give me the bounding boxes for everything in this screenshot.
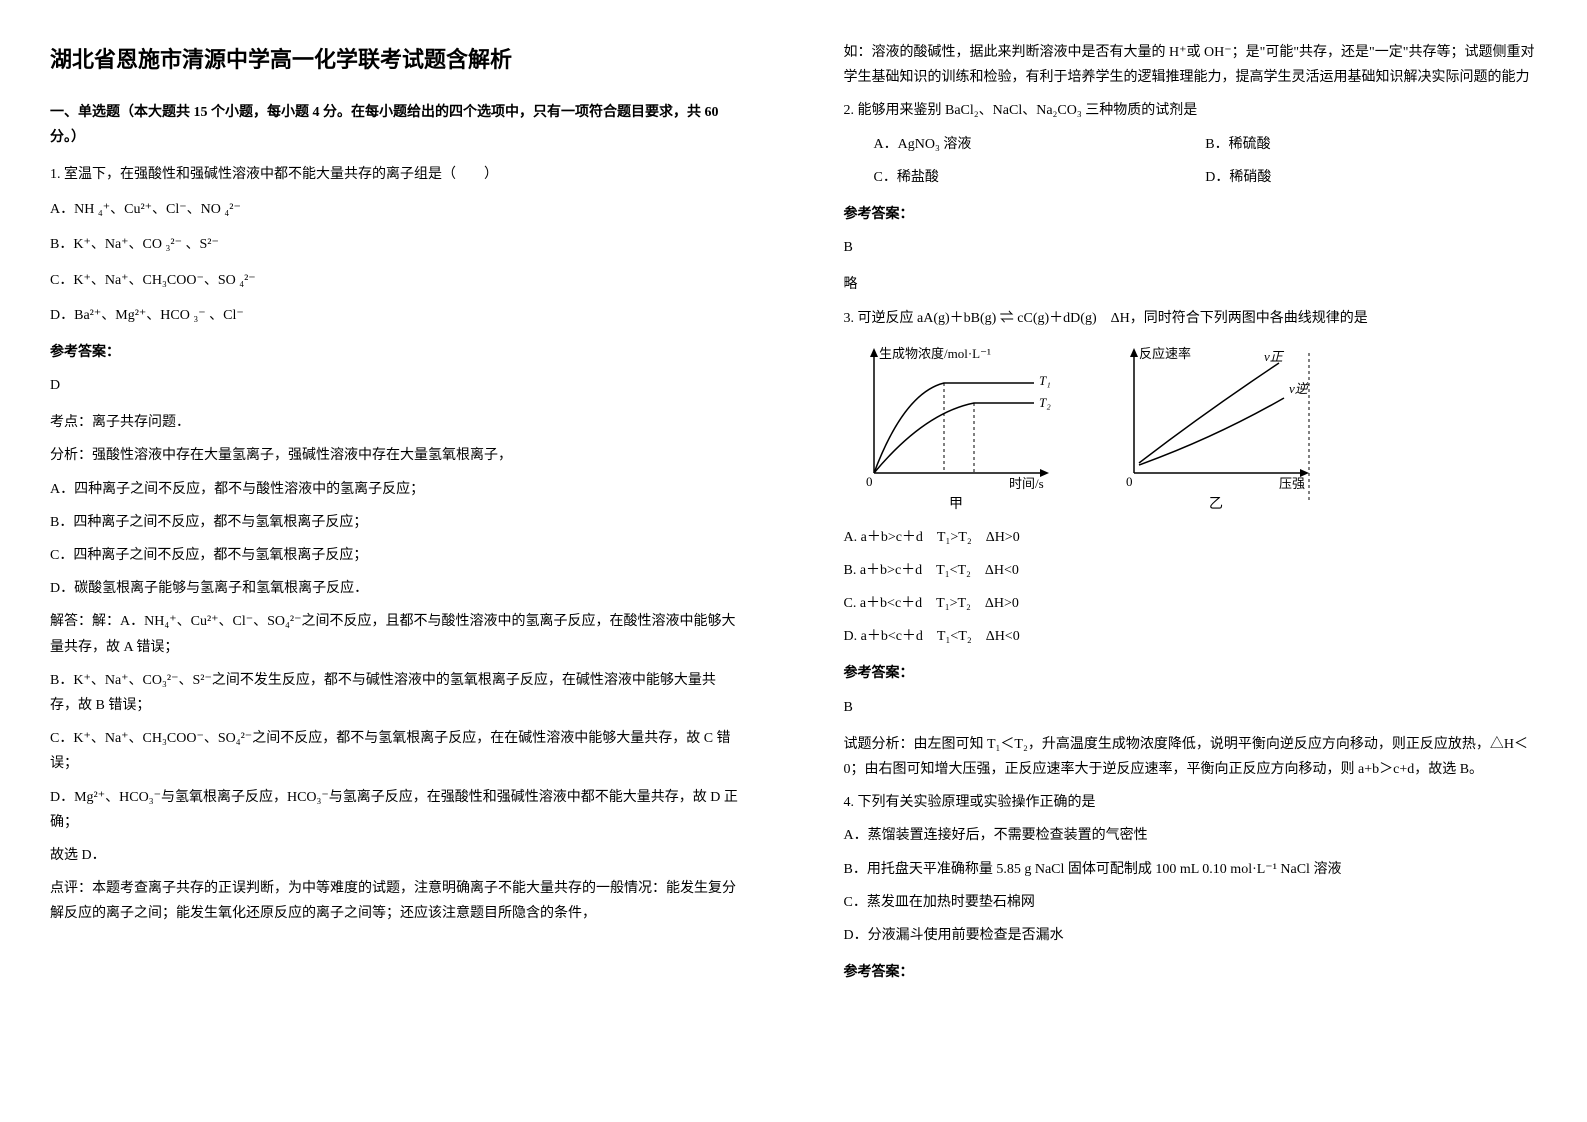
- svg-text:0: 0: [1126, 474, 1133, 489]
- chart2-v2: v逆: [1289, 381, 1310, 396]
- q1-analysis-d: D．碳酸氢根离子能够与氢离子和氢氧根离子反应．: [50, 576, 744, 601]
- q1-stem: 1. 室温下，在强酸性和强碱性溶液中都不能大量共存的离子组是（ ）: [50, 162, 744, 187]
- q3-diagrams: 生成物浓度/mol·L⁻¹ 时间/s T₁ T₂ 0 甲 反应速率 压强 v正 …: [844, 343, 1538, 513]
- q3-analysis: 试题分析：由左图可知 T₁＜T₂，升高温度生成物浓度降低，说明平衡向逆反应方向移…: [844, 732, 1538, 782]
- chart2-xlabel: 压强: [1279, 476, 1305, 491]
- q2-option-c: C．稀盐酸: [874, 165, 1206, 190]
- q1-answer-label: 参考答案：: [50, 340, 744, 365]
- q3-option-d: D. a＋b<c＋d T₁<T₂ ΔH<0: [844, 624, 1538, 649]
- chart1-t2: T₂: [1039, 395, 1051, 410]
- q3-option-a: A. a＋b>c＋d T₁>T₂ ΔH>0: [844, 525, 1538, 550]
- q1-continued: 如：溶液的酸碱性，据此来判断溶液中是否有大量的 H⁺或 OH⁻；是"可能"共存，…: [844, 40, 1538, 90]
- q1-solve-4: D．Mg²⁺、HCO₃⁻与氢氧根离子反应，HCO₃⁻与氢离子反应，在强酸性和强碱…: [50, 785, 744, 835]
- chart1-caption: 甲: [949, 497, 963, 512]
- q4-answer-label: 参考答案：: [844, 960, 1538, 985]
- q2-option-a: A．AgNO₃ 溶液: [874, 132, 1206, 157]
- q1-analysis-a: A．四种离子之间不反应，都不与酸性溶液中的氢离子反应；: [50, 477, 744, 502]
- q1-comment: 点评：本题考查离子共存的正误判断，为中等难度的试题，注意明确离子不能大量共存的一…: [50, 876, 744, 926]
- q1-option-a: A．NH ₄⁺、Cu²⁺、Cl⁻、NO ₄²⁻: [50, 197, 744, 222]
- q2-option-row1: A．AgNO₃ 溶液 B．稀硫酸: [874, 132, 1538, 157]
- section-header: 一、单选题（本大题共 15 个小题，每小题 4 分。在每小题给出的四个选项中，只…: [50, 100, 744, 150]
- chart2-caption: 乙: [1209, 496, 1223, 512]
- q1-option-b: B．K⁺、Na⁺、CO ₃²⁻ 、S²⁻: [50, 232, 744, 257]
- q3-option-b: B. a＋b>c＋d T₁<T₂ ΔH<0: [844, 558, 1538, 583]
- q4-option-c: C．蒸发皿在加热时要垫石棉网: [844, 890, 1538, 915]
- q2-stem: 2. 能够用来鉴别 BaCl₂、NaCl、Na₂CO₃ 三种物质的试剂是: [844, 98, 1538, 123]
- q1-solve-5: 故选 D．: [50, 843, 744, 868]
- q1-analysis-1: 分析：强酸性溶液中存在大量氢离子，强碱性溶液中存在大量氢氧根离子，: [50, 443, 744, 468]
- q3-answer: B: [844, 695, 1538, 720]
- chart1-t1: T₁: [1039, 373, 1051, 388]
- q1-solve-1: 解答：解：A．NH₄⁺、Cu²⁺、Cl⁻、SO₄²⁻之间不反应，且都不与酸性溶液…: [50, 609, 744, 659]
- q2-option-row2: C．稀盐酸 D．稀硝酸: [874, 165, 1538, 190]
- left-column: 湖北省恩施市清源中学高一化学联考试题含解析 一、单选题（本大题共 15 个小题，…: [0, 0, 794, 1122]
- q4-option-b: B．用托盘天平准确称量 5.85 g NaCl 固体可配制成 100 mL 0.…: [844, 857, 1538, 882]
- q2-option-d: D．稀硝酸: [1205, 165, 1537, 190]
- q1-option-d: D．Ba²⁺、Mg²⁺、HCO ₃⁻ 、Cl⁻: [50, 303, 744, 328]
- q1-analysis-b: B．四种离子之间不反应，都不与氢氧根离子反应；: [50, 510, 744, 535]
- exam-title: 湖北省恩施市清源中学高一化学联考试题含解析: [50, 40, 744, 80]
- q3-stem: 3. 可逆反应 aA(g)＋bB(g) ⇌ cC(g)＋dD(g) ΔH，同时符…: [844, 306, 1538, 331]
- q4-stem: 4. 下列有关实验原理或实验操作正确的是: [844, 790, 1538, 815]
- q3-option-c: C. a＋b<c＋d T₁>T₂ ΔH>0: [844, 591, 1538, 616]
- q1-solve-2: B．K⁺、Na⁺、CO₃²⁻、S²⁻之间不发生反应，都不与碱性溶液中的氢氧根离子…: [50, 668, 744, 718]
- svg-text:0: 0: [866, 474, 873, 489]
- q3-answer-label: 参考答案：: [844, 661, 1538, 686]
- chart2-ylabel: 反应速率: [1139, 346, 1191, 361]
- q2-option-b: B．稀硫酸: [1205, 132, 1537, 157]
- q4-option-d: D．分液漏斗使用前要检查是否漏水: [844, 923, 1538, 948]
- q1-solve-3: C．K⁺、Na⁺、CH₃COO⁻、SO₄²⁻之间不反应，都不与氢氧根离子反应，在…: [50, 726, 744, 776]
- q1-option-c: C．K⁺、Na⁺、CH₃COO⁻、SO ₄²⁻: [50, 268, 744, 293]
- q4-option-a: A．蒸馏装置连接好后，不需要检查装置的气密性: [844, 823, 1538, 848]
- q2-answer: B: [844, 235, 1538, 260]
- chart-jia: 生成物浓度/mol·L⁻¹ 时间/s T₁ T₂ 0 甲: [844, 343, 1064, 513]
- q1-analysis-c: C．四种离子之间不反应，都不与氢氧根离子反应；: [50, 543, 744, 568]
- right-column: 如：溶液的酸碱性，据此来判断溶液中是否有大量的 H⁺或 OH⁻；是"可能"共存，…: [794, 0, 1587, 1122]
- q2-analysis: 略: [844, 272, 1538, 297]
- chart2-v1: v正: [1264, 349, 1285, 364]
- chart1-ylabel: 生成物浓度/mol·L⁻¹: [879, 346, 991, 361]
- q1-answer: D: [50, 373, 744, 398]
- chart1-xlabel: 时间/s: [1009, 476, 1044, 491]
- chart-yi: 反应速率 压强 v正 v逆 0 乙: [1104, 343, 1324, 513]
- q2-answer-label: 参考答案：: [844, 202, 1538, 227]
- q1-analysis-label: 考点：离子共存问题．: [50, 410, 744, 435]
